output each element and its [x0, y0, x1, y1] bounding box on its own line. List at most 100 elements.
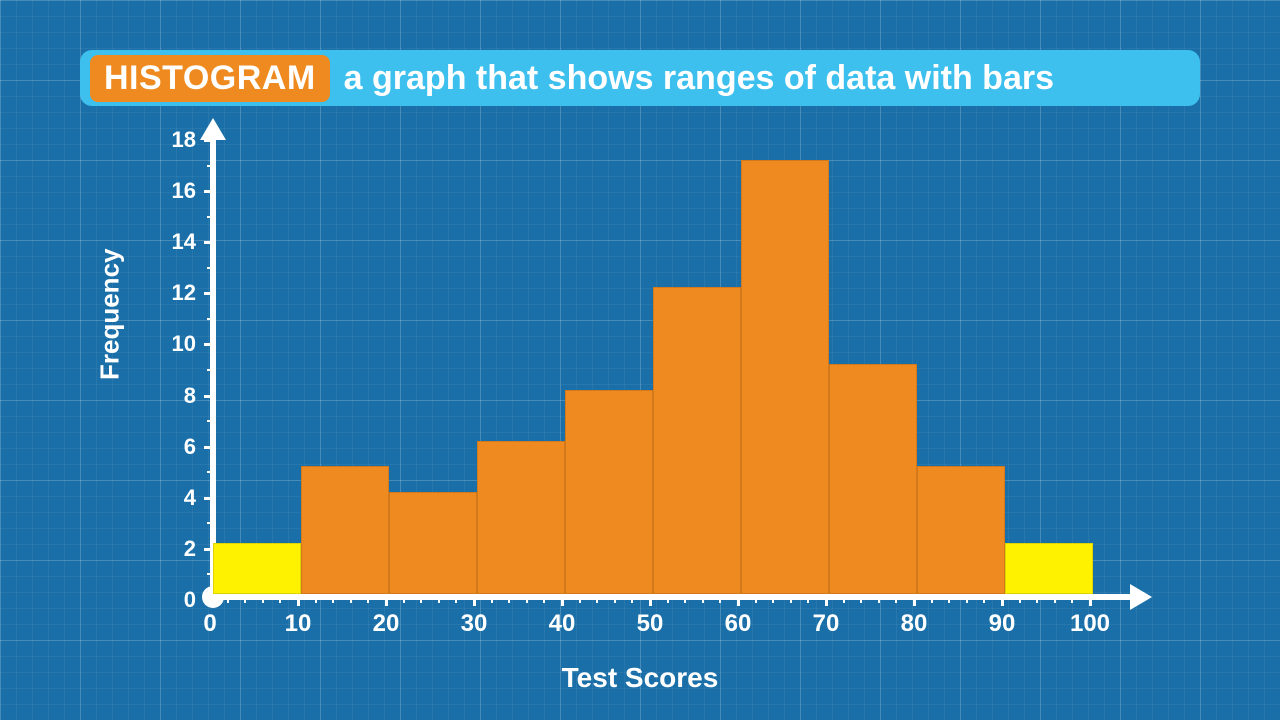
x-tick: [473, 594, 476, 606]
x-tick-minor: [543, 595, 545, 603]
x-tick: [649, 594, 652, 606]
x-tick-minor: [719, 595, 721, 603]
x-tick-label: 0: [203, 610, 216, 638]
y-tick-minor: [207, 420, 215, 422]
x-tick-minor: [350, 595, 352, 603]
x-tick: [1001, 594, 1004, 606]
x-tick-minor: [807, 595, 809, 603]
x-tick-minor: [244, 595, 246, 603]
histogram-bar: [213, 543, 301, 594]
x-tick-minor: [948, 595, 950, 603]
x-tick-minor: [491, 595, 493, 603]
y-tick-label: 16: [172, 178, 196, 204]
histogram-bar: [653, 287, 741, 594]
histogram-bar: [477, 441, 565, 594]
title-badge: HISTOGRAM: [90, 55, 330, 102]
y-tick-minor: [207, 471, 215, 473]
x-tick-minor: [403, 595, 405, 603]
x-tick-minor: [526, 595, 528, 603]
x-tick-minor: [1019, 595, 1021, 603]
x-tick-minor: [843, 595, 845, 603]
y-tick-label: 8: [184, 383, 196, 409]
x-tick-minor: [438, 595, 440, 603]
y-tick: [204, 241, 216, 244]
x-tick-minor: [367, 595, 369, 603]
y-tick-label: 0: [184, 587, 196, 613]
x-tick-label: 50: [637, 610, 664, 638]
x-tick-label: 70: [813, 610, 840, 638]
y-tick: [204, 292, 216, 295]
x-axis-label: Test Scores: [120, 662, 1160, 694]
y-tick: [204, 343, 216, 346]
x-tick-label: 100: [1070, 610, 1110, 638]
x-tick-minor: [790, 595, 792, 603]
x-tick: [561, 594, 564, 606]
x-tick-minor: [684, 595, 686, 603]
histogram-bar: [389, 492, 477, 594]
x-tick-label: 60: [725, 610, 752, 638]
x-tick-minor: [420, 595, 422, 603]
x-tick-minor: [596, 595, 598, 603]
x-axis-arrow-icon: [1130, 584, 1152, 610]
x-tick: [913, 594, 916, 606]
histogram-bar: [741, 160, 829, 594]
histogram-bar: [917, 466, 1005, 594]
x-tick-minor: [332, 595, 334, 603]
x-tick-minor: [667, 595, 669, 603]
y-tick-minor: [207, 522, 215, 524]
x-tick-minor: [1071, 595, 1073, 603]
x-tick-minor: [702, 595, 704, 603]
x-tick-minor: [279, 595, 281, 603]
x-tick-minor: [1054, 595, 1056, 603]
y-tick-minor: [207, 165, 215, 167]
x-tick-minor: [579, 595, 581, 603]
y-tick-minor: [207, 216, 215, 218]
plot-area: 0246810121416180102030405060708090100: [210, 140, 1130, 600]
x-tick-minor: [772, 595, 774, 603]
y-axis-arrow-icon: [200, 118, 226, 140]
histogram-chart: Frequency 024681012141618010203040506070…: [120, 130, 1160, 690]
x-tick-label: 90: [989, 610, 1016, 638]
x-tick-minor: [966, 595, 968, 603]
x-tick-minor: [878, 595, 880, 603]
y-tick-label: 12: [172, 280, 196, 306]
histogram-bar: [829, 364, 917, 594]
x-tick-minor: [614, 595, 616, 603]
x-tick: [209, 594, 212, 606]
x-tick: [1089, 594, 1092, 606]
y-axis-label: Frequency: [95, 249, 126, 381]
y-tick-label: 10: [172, 331, 196, 357]
y-tick-label: 18: [172, 127, 196, 153]
x-tick: [385, 594, 388, 606]
title-bar: HISTOGRAM a graph that shows ranges of d…: [80, 50, 1200, 106]
histogram-bar: [301, 466, 389, 594]
x-tick-minor: [262, 595, 264, 603]
y-tick: [204, 395, 216, 398]
x-tick: [737, 594, 740, 606]
y-tick: [204, 446, 216, 449]
y-axis-line: [210, 132, 216, 600]
x-tick-minor: [508, 595, 510, 603]
x-tick-minor: [227, 595, 229, 603]
title-text: a graph that shows ranges of data with b…: [344, 59, 1054, 98]
x-tick-label: 10: [285, 610, 312, 638]
x-tick-minor: [755, 595, 757, 603]
y-tick-minor: [207, 369, 215, 371]
x-tick-minor: [860, 595, 862, 603]
x-tick-label: 40: [549, 610, 576, 638]
x-tick-minor: [455, 595, 457, 603]
y-tick-label: 14: [172, 229, 196, 255]
y-tick-label: 6: [184, 434, 196, 460]
x-tick-minor: [1036, 595, 1038, 603]
x-tick-minor: [983, 595, 985, 603]
y-tick-label: 2: [184, 536, 196, 562]
x-tick-label: 80: [901, 610, 928, 638]
y-tick: [204, 497, 216, 500]
y-tick-minor: [207, 318, 215, 320]
x-tick-minor: [315, 595, 317, 603]
y-tick-minor: [207, 267, 215, 269]
x-tick-label: 30: [461, 610, 488, 638]
y-tick: [204, 139, 216, 142]
histogram-bar: [565, 390, 653, 594]
x-tick-minor: [631, 595, 633, 603]
